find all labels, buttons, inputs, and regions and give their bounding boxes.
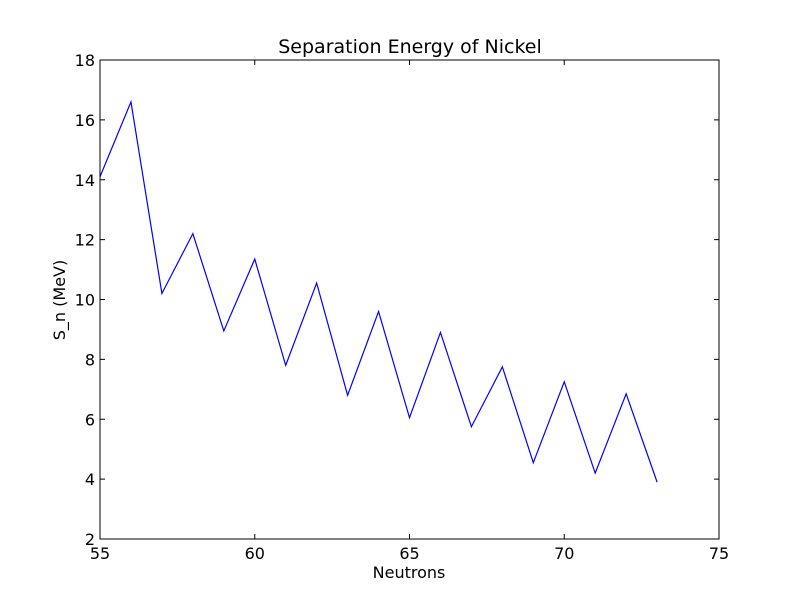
series-line-0	[99, 99, 658, 483]
x-tick-label: 60	[245, 544, 265, 563]
x-tick-label: 65	[399, 544, 419, 563]
y-axis-label: S_n (MeV)	[50, 260, 70, 340]
y-tick-label: 4	[85, 470, 95, 489]
y-tick-label: 8	[85, 350, 95, 369]
y-tick-label: 6	[85, 410, 95, 429]
x-tick-label: 70	[554, 544, 574, 563]
y-tick-label: 18	[75, 51, 95, 70]
chart-title: Separation Energy of Nickel	[278, 36, 542, 58]
x-tick-label: 75	[709, 544, 729, 563]
y-tick-label: 12	[75, 231, 95, 250]
y-tick-label: 2	[85, 530, 95, 549]
x-tick-label: 55	[90, 544, 110, 563]
y-tick-label: 10	[75, 291, 95, 310]
y-tick-label: 14	[75, 171, 95, 190]
plot-area: 55 60 65 70 75 2 4 6 8 10 12 14 16 18	[75, 51, 730, 563]
y-tick-label: 16	[75, 111, 95, 130]
x-axis-label: Neutrons	[373, 563, 446, 582]
